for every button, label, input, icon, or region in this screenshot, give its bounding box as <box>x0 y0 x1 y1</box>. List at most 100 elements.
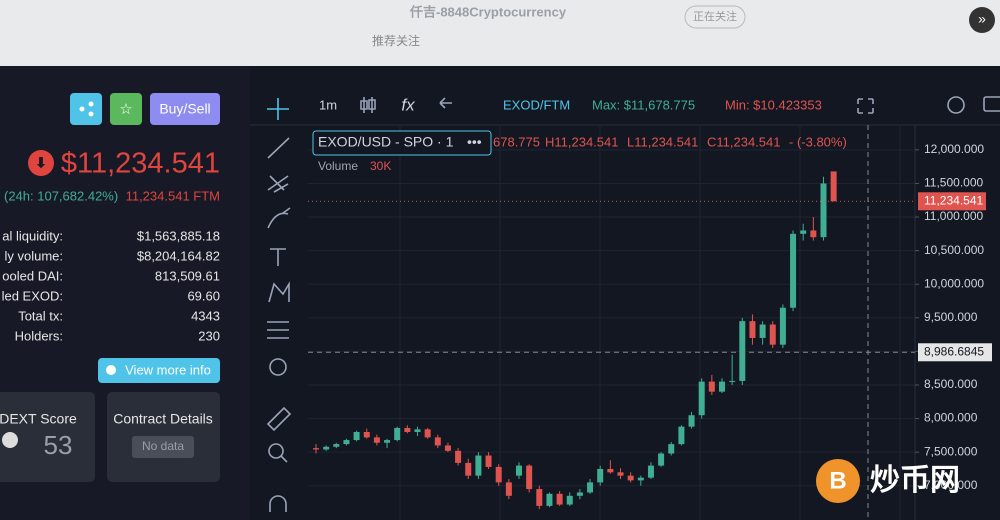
candle-type[interactable] <box>360 97 376 113</box>
brush-tool[interactable] <box>267 207 291 229</box>
candle-body <box>576 492 583 496</box>
star-icon: ☆ <box>119 101 132 118</box>
info-icon <box>106 365 116 375</box>
stat-label: Holders: <box>15 328 63 343</box>
volume-label: Volume <box>318 159 358 173</box>
view-more-label: View more info <box>125 362 211 377</box>
candle-body <box>343 440 350 445</box>
candle-body <box>719 381 725 392</box>
fib-tool[interactable] <box>267 175 289 193</box>
candle-body <box>749 321 756 338</box>
stat-value: $1,563,885.18 <box>137 228 220 243</box>
fullscreen[interactable] <box>857 98 874 114</box>
candle-body <box>688 415 695 427</box>
candle-body <box>698 381 705 416</box>
y-tick-label: 11,000.000 <box>924 209 983 223</box>
star-button[interactable] <box>110 93 142 125</box>
stat-label: ooled DAI: <box>2 268 63 283</box>
candle-body <box>526 465 533 490</box>
pattern-tool[interactable] <box>268 281 290 303</box>
contract-label: Contract Details <box>113 411 213 427</box>
candle-body <box>373 437 380 443</box>
share-button[interactable] <box>70 93 102 125</box>
no-data-badge <box>132 436 194 458</box>
down-arrow: ⬇ <box>35 155 47 171</box>
ohlc-item: 678.775 <box>493 134 540 149</box>
candle-body <box>556 493 563 505</box>
ruler-tool[interactable] <box>266 406 292 432</box>
undo[interactable] <box>439 97 452 109</box>
candle-body <box>444 445 451 451</box>
candle-body <box>566 495 573 505</box>
stat-value: $8,204,164.82 <box>137 248 220 263</box>
line-tool[interactable] <box>267 137 290 159</box>
candle-body <box>790 233 797 308</box>
expand-button[interactable] <box>969 7 995 33</box>
cross-tool[interactable] <box>267 98 289 120</box>
ohlc-item: - (-3.80%) <box>789 134 847 149</box>
stat-label: ly volume: <box>4 248 63 263</box>
drawing-tools <box>266 96 1000 512</box>
pair[interactable]: EXOD/FTM <box>503 97 570 112</box>
y-tick-label: 10,000.000 <box>924 276 984 290</box>
candle-body <box>505 482 512 496</box>
candle-body <box>708 381 715 392</box>
candle-body <box>546 493 553 506</box>
candle-body <box>475 455 482 476</box>
candle-body <box>394 427 401 441</box>
plot: 12,000.000 11,500.000 11,000.000 10,500.000… <box>308 125 992 520</box>
watermark-logo <box>816 459 860 503</box>
candle-body <box>627 475 634 481</box>
indicator-button[interactable]: fx <box>401 95 415 114</box>
last-price-tag <box>918 192 986 211</box>
follow-button[interactable] <box>684 5 746 29</box>
ohlc-item: L11,234.541 <box>627 134 698 149</box>
candle-body <box>658 453 665 466</box>
stat-label: Total tx: <box>18 308 63 323</box>
symbol-box[interactable] <box>312 130 492 156</box>
dext-card <box>0 392 95 482</box>
measure-tool[interactable] <box>267 321 289 339</box>
candle-body <box>424 429 431 438</box>
text-tool[interactable] <box>270 248 286 266</box>
magnet-tool[interactable] <box>269 495 287 512</box>
candle-body <box>800 230 807 234</box>
dext-score-label: DEXT Score <box>0 411 77 427</box>
symbol: EXOD/USD - SPO · 1 <box>318 134 454 150</box>
buy-sell-label: Buy/Sell <box>159 101 210 117</box>
candle-body <box>820 183 827 238</box>
stat-label: al liquidity: <box>2 228 63 243</box>
settings[interactable] <box>947 96 965 114</box>
top-subtitle: 推荐关注 <box>372 33 420 48</box>
price: $11,234.541 <box>61 148 220 180</box>
candle-body <box>647 465 654 478</box>
candle-body <box>485 455 492 467</box>
share-icon <box>79 106 85 112</box>
ohlc-legend: 678.775 H11,234.541 L11,234.541 C11,234.541… <box>493 134 847 149</box>
max: Max: $11,678.775 <box>592 97 695 112</box>
zoom-tool[interactable] <box>268 443 284 459</box>
y-tick-label: 8,000.000 <box>924 411 978 425</box>
candle-body <box>353 431 360 441</box>
interval[interactable]: 1m <box>319 97 337 112</box>
top-bar <box>0 0 1000 66</box>
candle-body <box>404 427 411 432</box>
candle-body <box>769 324 776 345</box>
more-dots[interactable]: ••• <box>467 134 482 150</box>
min: Min: $10.423353 <box>725 97 822 112</box>
view-more-button[interactable] <box>98 358 220 383</box>
y-tick-label: 7,000.000 <box>924 478 978 492</box>
y-tick-label: 12,000.000 <box>924 142 984 156</box>
zoom-handle <box>280 455 288 463</box>
y-tick-label: 9,500.000 <box>924 310 978 324</box>
camera[interactable] <box>983 96 1000 112</box>
stat-value: 230 <box>198 328 220 343</box>
candle-body <box>637 477 644 481</box>
buy-sell-button[interactable] <box>150 93 220 125</box>
emoji-tool[interactable] <box>269 358 287 376</box>
stat-value: 813,509.61 <box>155 268 220 283</box>
watermark-b: B <box>829 467 846 494</box>
candle-body <box>830 171 837 202</box>
top-title: 仟吉-8848Cryptocurrency <box>409 4 567 19</box>
